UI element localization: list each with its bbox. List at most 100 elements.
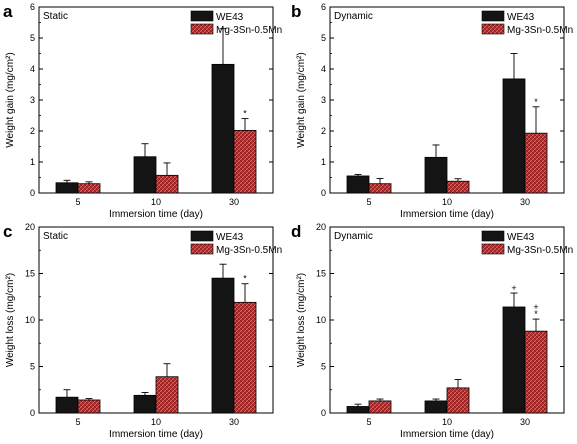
- significance-mark: *: [243, 109, 247, 119]
- y-tick-label: 10: [25, 315, 35, 325]
- condition-label: Static: [43, 11, 68, 22]
- significance-mark: +: [511, 283, 516, 293]
- x-tick-label: 5: [75, 197, 80, 207]
- y-tick-label: 4: [30, 64, 35, 74]
- bar-we43: [211, 277, 235, 414]
- bar-mg-3sn-0-5mn: [77, 399, 101, 414]
- panels: a Static 0 1 2 3 4 5 6 Weight gain (mg/cm²) Immers…: [3, 2, 573, 440]
- y-tick-label: 10: [316, 315, 326, 325]
- bar-we43: [55, 182, 79, 194]
- bar-we43: [211, 63, 235, 194]
- x-tick-label: 10: [151, 197, 161, 207]
- x-axis-title: Immersion time (day): [109, 429, 203, 440]
- legend-swatch-2: [190, 243, 214, 255]
- significance-mark: +: [533, 302, 538, 312]
- chart-panel-c: c Static 0 5 10 15 20 Weight loss (mg/cm²) Immer…: [3, 222, 282, 440]
- bar-mg-3sn-0-5mn: [155, 376, 179, 414]
- y-tick-label: 15: [316, 269, 326, 279]
- bar-mg-3sn-0-5mn: [524, 330, 548, 414]
- y-tick-label: 20: [25, 222, 35, 232]
- y-axis-title: Weight gain (mg/cm²): [296, 52, 307, 147]
- y-axis-title: Weight loss (mg/cm²): [296, 273, 307, 367]
- y-tick-label: 3: [30, 95, 35, 105]
- y-tick-label: 6: [30, 2, 35, 12]
- legend-label-1: WE43: [216, 232, 244, 243]
- bar-mg-3sn-0-5mn: [155, 174, 179, 194]
- legend-label-2: Mg-3Sn-0.5Mn: [507, 245, 573, 256]
- legend-swatch-1: [481, 10, 505, 22]
- x-axis-title: Immersion time (day): [109, 209, 203, 220]
- chart-panel-b: b Dynamic 0 1 2 3 4 5 6 Weight gain (mg/cm²) Immer…: [291, 2, 573, 220]
- legend-swatch-2: [190, 23, 214, 35]
- legend-swatch-2: [481, 243, 505, 255]
- panel-letter: d: [291, 222, 301, 241]
- bar-we43: [502, 306, 526, 414]
- bar-mg-3sn-0-5mn: [77, 183, 101, 194]
- chart-panel-d: d Dynamic 0 5 10 15 20 Weight loss (mg/cm²) Imme…: [291, 222, 573, 440]
- x-tick-label: 5: [366, 197, 371, 207]
- x-tick-label: 10: [442, 417, 452, 427]
- significance-mark: *: [534, 97, 538, 107]
- y-tick-label: 5: [321, 33, 326, 43]
- panel-letter: c: [3, 222, 12, 241]
- x-axis-title: Immersion time (day): [400, 209, 494, 220]
- x-tick-label: 10: [442, 197, 452, 207]
- y-tick-label: 20: [316, 222, 326, 232]
- legend-label-1: WE43: [507, 232, 535, 243]
- x-tick-label: 5: [75, 417, 80, 427]
- y-axis-title: Weight loss (mg/cm²): [5, 273, 16, 367]
- bar-mg-3sn-0-5mn: [233, 301, 257, 414]
- legend-label-2: Mg-3Sn-0.5Mn: [216, 245, 282, 256]
- bar-we43: [55, 396, 79, 414]
- legend-label-1: WE43: [216, 12, 244, 23]
- legend-label-2: Mg-3Sn-0.5Mn: [216, 25, 282, 36]
- y-tick-label: 2: [30, 126, 35, 136]
- y-tick-label: 6: [321, 2, 326, 12]
- y-tick-label: 1: [30, 157, 35, 167]
- legend-label-1: WE43: [507, 12, 535, 23]
- y-tick-label: 5: [321, 362, 326, 372]
- bar-mg-3sn-0-5mn: [446, 387, 470, 414]
- x-axis-title: Immersion time (day): [400, 429, 494, 440]
- bar-mg-3sn-0-5mn: [524, 132, 548, 194]
- y-tick-label: 4: [321, 64, 326, 74]
- y-tick-label: 1: [321, 157, 326, 167]
- legend-swatch-1: [190, 10, 214, 22]
- bar-mg-3sn-0-5mn: [368, 183, 392, 194]
- x-tick-label: 30: [229, 417, 239, 427]
- y-tick-label: 2: [321, 126, 326, 136]
- legend-label-2: Mg-3Sn-0.5Mn: [507, 25, 573, 36]
- condition-label: Dynamic: [334, 11, 373, 22]
- chart-panel-a: a Static 0 1 2 3 4 5 6 Weight gain (mg/cm²) Immers…: [3, 2, 282, 220]
- y-tick-label: 0: [321, 188, 326, 198]
- x-tick-label: 30: [229, 197, 239, 207]
- y-tick-label: 15: [25, 269, 35, 279]
- panel-letter: a: [3, 2, 13, 21]
- bar-mg-3sn-0-5mn: [233, 129, 257, 194]
- bar-we43: [502, 78, 526, 194]
- bar-we43: [133, 156, 157, 194]
- legend-swatch-1: [190, 230, 214, 242]
- x-tick-label: 30: [520, 417, 530, 427]
- x-tick-label: 30: [520, 197, 530, 207]
- y-tick-label: 0: [30, 188, 35, 198]
- x-tick-label: 10: [151, 417, 161, 427]
- bar-we43: [424, 400, 448, 414]
- significance-mark: *: [534, 309, 538, 319]
- significance-mark: *: [243, 274, 247, 284]
- x-tick-label: 5: [366, 417, 371, 427]
- y-tick-label: 0: [321, 408, 326, 418]
- y-tick-label: 3: [321, 95, 326, 105]
- bar-we43: [424, 156, 448, 194]
- bar-we43: [346, 406, 370, 414]
- y-tick-label: 5: [30, 33, 35, 43]
- bar-mg-3sn-0-5mn: [446, 180, 470, 194]
- legend-swatch-1: [481, 230, 505, 242]
- condition-label: Static: [43, 231, 68, 242]
- bar-mg-3sn-0-5mn: [368, 400, 392, 414]
- bar-we43: [346, 175, 370, 194]
- y-tick-label: 5: [30, 362, 35, 372]
- y-axis-title: Weight gain (mg/cm²): [5, 52, 16, 147]
- condition-label: Dynamic: [334, 231, 373, 242]
